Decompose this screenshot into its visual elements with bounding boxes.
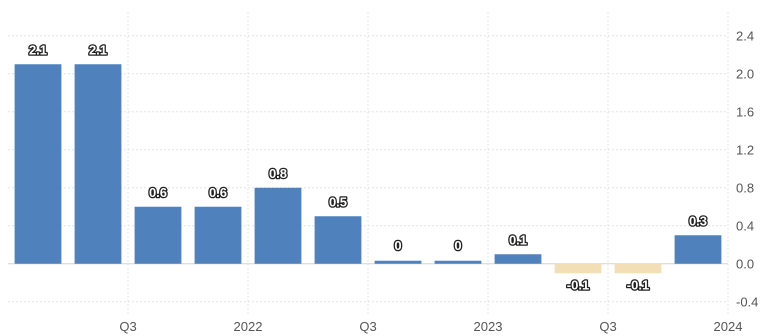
data-label: -0.1 (627, 277, 649, 292)
x-tick-label: Q3 (599, 319, 616, 334)
data-labels: 2.1 2.1 0.6 0.6 0.8 0.5 0 0 0.1 -0.1 -0.1 0.3 (28, 41, 709, 294)
y-tick-label: 0.4 (736, 218, 754, 233)
x-tick-label: 2024 (714, 319, 743, 334)
y-tick-label: 2.4 (736, 28, 754, 43)
bar (614, 263, 662, 274)
data-label: 0.3 (689, 213, 707, 228)
x-tick-label: Q3 (119, 319, 136, 334)
y-tick-label: 1.6 (736, 104, 754, 119)
y-tick-label: 2.0 (736, 66, 754, 81)
data-label: 0.5 (329, 194, 347, 209)
x-tick-label: Q3 (359, 319, 376, 334)
bar (374, 260, 422, 264)
y-tick-label: -0.4 (736, 294, 758, 309)
bar (74, 64, 122, 264)
data-label: 0 (394, 238, 401, 253)
data-label: 2.1 (29, 42, 47, 57)
x-axis: Q3 2022 Q3 2023 Q3 2024 (119, 319, 742, 334)
data-label: 0.6 (149, 185, 167, 200)
bars (14, 64, 722, 274)
y-tick-label: 0.8 (736, 180, 754, 195)
x-tick-label: 2022 (234, 319, 263, 334)
data-label: -0.1 (567, 277, 589, 292)
bar (254, 187, 302, 264)
grid-lines (8, 12, 729, 316)
x-tick-label: 2023 (474, 319, 503, 334)
bar (674, 235, 722, 264)
bar (314, 216, 362, 264)
bar (554, 263, 602, 274)
data-label: 0 (454, 238, 461, 253)
bar (494, 254, 542, 264)
y-tick-label: 1.2 (736, 142, 754, 157)
bar (194, 206, 242, 264)
bar (434, 260, 482, 264)
bar (14, 64, 62, 264)
data-label: 0.1 (509, 232, 527, 247)
data-label: 2.1 (89, 42, 107, 57)
data-label: 0.6 (209, 185, 227, 200)
y-tick-label: 0.0 (736, 256, 754, 271)
bar (134, 206, 182, 264)
data-label: 0.8 (269, 166, 287, 181)
y-axis: -0.4 0.0 0.4 0.8 1.2 1.6 2.0 2.4 (736, 28, 758, 309)
